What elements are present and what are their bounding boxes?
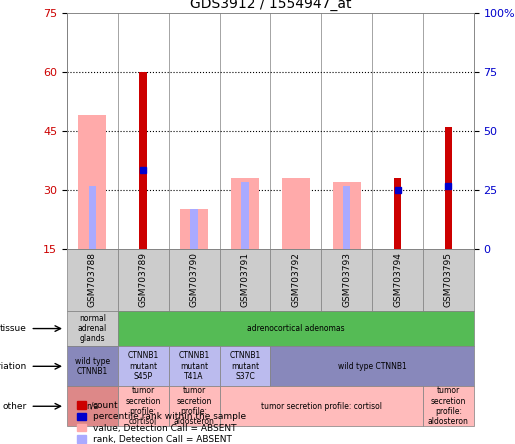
Text: CTNNB1
mutant
S37C: CTNNB1 mutant S37C <box>229 351 261 381</box>
Bar <box>423 386 474 426</box>
Text: tumor
secretion
profile:
aldosteron: tumor secretion profile: aldosteron <box>174 386 215 426</box>
Text: CTNNB1
mutant
S45P: CTNNB1 mutant S45P <box>128 351 159 381</box>
Bar <box>219 249 270 311</box>
Text: GSM703792: GSM703792 <box>291 252 300 307</box>
Text: genotype/variation: genotype/variation <box>0 362 26 371</box>
Bar <box>231 178 259 249</box>
Text: CTNNB1
mutant
T41A: CTNNB1 mutant T41A <box>179 351 210 381</box>
Text: GSM703789: GSM703789 <box>139 252 148 307</box>
Bar <box>393 178 401 249</box>
Bar <box>118 249 169 311</box>
Text: other: other <box>2 402 26 411</box>
Text: GSM703790: GSM703790 <box>190 252 199 307</box>
Bar <box>343 186 351 249</box>
Text: GSM703788: GSM703788 <box>88 252 97 307</box>
Bar <box>372 249 423 311</box>
Bar <box>321 249 372 311</box>
Text: wild type
CTNNB1: wild type CTNNB1 <box>75 357 110 376</box>
Bar <box>67 386 118 426</box>
Text: tumor secretion profile: cortisol: tumor secretion profile: cortisol <box>261 402 382 411</box>
Text: normal
adrenal
glands: normal adrenal glands <box>78 313 107 344</box>
Text: GSM703793: GSM703793 <box>342 252 351 307</box>
Bar <box>140 72 147 249</box>
Bar <box>190 210 198 249</box>
Legend: count, percentile rank within the sample, value, Detection Call = ABSENT, rank, : count, percentile rank within the sample… <box>77 401 246 444</box>
Bar <box>180 210 208 249</box>
Bar <box>423 249 474 311</box>
Bar <box>270 249 321 311</box>
Text: GSM703791: GSM703791 <box>241 252 249 307</box>
Text: GSM703794: GSM703794 <box>393 252 402 307</box>
Bar <box>444 127 452 249</box>
Bar <box>333 182 360 249</box>
Bar <box>118 346 169 386</box>
Text: tumor
secretion
profile:
cortisol: tumor secretion profile: cortisol <box>126 386 161 426</box>
Bar <box>219 386 423 426</box>
Text: tissue: tissue <box>0 324 26 333</box>
Bar <box>241 182 249 249</box>
Text: tumor
secretion
profile:
aldosteron: tumor secretion profile: aldosteron <box>428 386 469 426</box>
Bar <box>118 311 474 346</box>
Title: GDS3912 / 1554947_at: GDS3912 / 1554947_at <box>190 0 351 11</box>
Bar <box>118 386 169 426</box>
Text: adrenocortical adenomas: adrenocortical adenomas <box>247 324 345 333</box>
Bar <box>169 346 219 386</box>
Bar <box>282 178 310 249</box>
Bar <box>67 346 118 386</box>
Text: wild type CTNNB1: wild type CTNNB1 <box>338 362 406 371</box>
Text: GSM703795: GSM703795 <box>444 252 453 307</box>
Bar <box>89 186 96 249</box>
Bar <box>67 249 118 311</box>
Bar <box>270 346 474 386</box>
Bar <box>169 249 219 311</box>
Text: n/a: n/a <box>86 402 98 411</box>
Bar <box>219 346 270 386</box>
Bar <box>78 115 107 249</box>
Bar <box>169 386 219 426</box>
Bar <box>67 311 118 346</box>
